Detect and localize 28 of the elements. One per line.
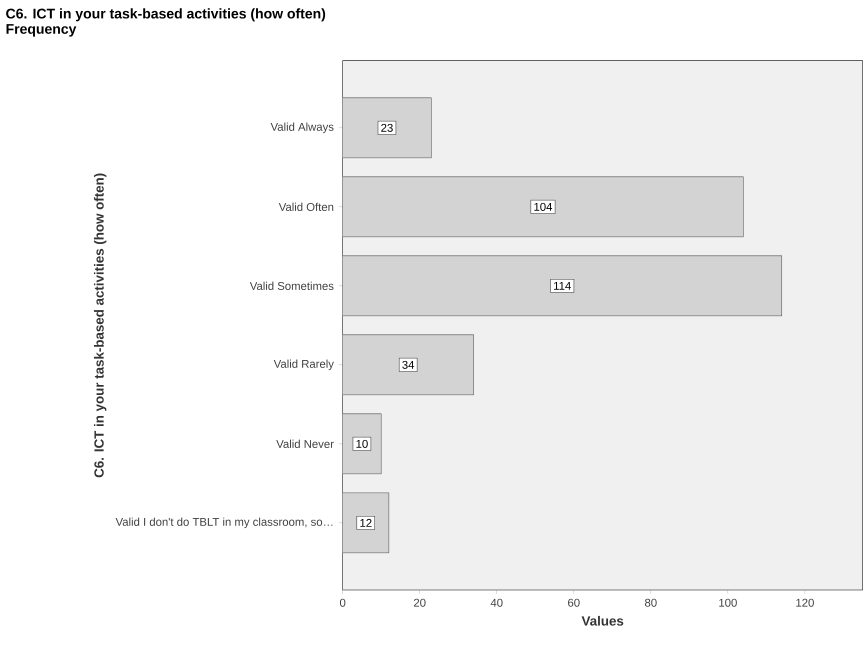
x-tick-label: 80 bbox=[645, 598, 657, 607]
bar bbox=[342, 334, 474, 396]
data-label: 34 bbox=[402, 360, 414, 369]
y-tick-label: Valid Never bbox=[276, 440, 334, 448]
y-axis-title: C6. ICT in your task-based activities (how often) bbox=[94, 174, 106, 478]
text: C6. ICT in your task-based activities (how often) bbox=[6, 8, 326, 22]
x-tick-label: 120 bbox=[796, 598, 814, 607]
data-label: 114 bbox=[554, 282, 571, 290]
y-tick-label: Valid Sometimes bbox=[250, 282, 334, 290]
bar bbox=[342, 256, 782, 316]
y-tick-label: Valid I don't do TBLT in my classroom, so… bbox=[116, 518, 332, 528]
x-tick-label: 0 bbox=[340, 598, 346, 607]
text: Frequency bbox=[6, 24, 76, 37]
data-label: 23 bbox=[381, 124, 393, 132]
bar bbox=[342, 492, 390, 554]
x-tick-label: 20 bbox=[414, 598, 426, 607]
y-tick-label: Valid Rarely bbox=[274, 360, 334, 370]
bar bbox=[342, 176, 744, 238]
x-tick-label: 40 bbox=[490, 598, 503, 607]
data-label: 12 bbox=[360, 518, 372, 527]
x-tick-label: 60 bbox=[568, 598, 580, 607]
y-tick-label: Valid Often bbox=[278, 202, 334, 211]
data-label: 10 bbox=[356, 440, 368, 448]
data-label: 104 bbox=[534, 202, 552, 211]
bar bbox=[342, 98, 432, 158]
y-tick-label: Valid Always bbox=[270, 122, 334, 134]
x-tick-label: 100 bbox=[719, 598, 737, 607]
x-axis-title: Values bbox=[582, 616, 624, 626]
